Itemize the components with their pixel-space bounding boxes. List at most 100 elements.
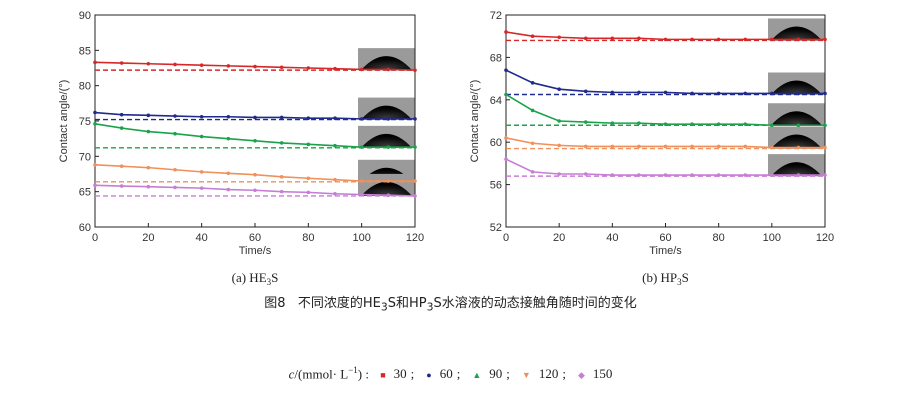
data-point bbox=[663, 37, 668, 42]
data-point bbox=[530, 34, 535, 38]
data-point bbox=[557, 35, 561, 40]
droplet-photo bbox=[358, 125, 415, 148]
data-point bbox=[146, 165, 151, 170]
legend-var: c bbox=[288, 366, 295, 382]
legend-marker: ▲ bbox=[472, 370, 482, 381]
x-tick-label: 40 bbox=[606, 232, 618, 244]
data-point bbox=[530, 170, 535, 174]
x-tick-label: 40 bbox=[196, 232, 208, 244]
droplet-photo bbox=[358, 48, 415, 71]
x-tick-label: 120 bbox=[816, 232, 834, 244]
panel-label-sub: 3 bbox=[267, 277, 272, 287]
data-point bbox=[413, 68, 417, 72]
legend-unit-close: ) : bbox=[357, 366, 369, 382]
data-point bbox=[119, 184, 124, 188]
droplet-photo bbox=[358, 173, 415, 196]
data-point bbox=[690, 37, 694, 42]
data-point bbox=[530, 141, 535, 146]
data-point bbox=[690, 173, 694, 177]
data-point bbox=[119, 61, 124, 65]
data-point bbox=[199, 186, 204, 190]
data-point bbox=[690, 91, 694, 96]
data-point bbox=[93, 110, 97, 115]
data-point bbox=[583, 172, 588, 176]
y-tick-label: 56 bbox=[490, 180, 502, 192]
data-point bbox=[823, 37, 827, 42]
data-point bbox=[743, 144, 748, 149]
x-tick-label: 80 bbox=[713, 232, 725, 244]
data-point bbox=[663, 173, 668, 177]
data-point bbox=[306, 190, 311, 195]
data-point bbox=[743, 173, 748, 177]
x-tick-label: 0 bbox=[92, 232, 98, 244]
data-point bbox=[663, 122, 668, 126]
y-tick-label: 64 bbox=[490, 95, 502, 107]
y-tick-label: 60 bbox=[79, 222, 91, 234]
y-tick-label: 70 bbox=[79, 151, 91, 163]
legend-item: ▲ 90; bbox=[468, 366, 514, 382]
data-point bbox=[173, 62, 177, 67]
data-point bbox=[583, 36, 588, 41]
data-point bbox=[637, 144, 641, 149]
data-point bbox=[716, 122, 721, 126]
x-tick-label: 60 bbox=[249, 232, 261, 244]
legend-separator: ; bbox=[506, 366, 510, 382]
series-1 bbox=[93, 60, 417, 72]
data-point bbox=[199, 114, 204, 119]
legend-label: 60 bbox=[439, 366, 453, 382]
data-point bbox=[413, 145, 417, 149]
data-point bbox=[253, 115, 257, 120]
data-point bbox=[93, 183, 97, 188]
x-tick-label: 0 bbox=[503, 232, 509, 244]
data-point bbox=[359, 179, 364, 183]
data-point bbox=[504, 30, 508, 34]
data-point bbox=[253, 64, 257, 69]
data-point bbox=[530, 108, 535, 113]
caption-sub1: 3 bbox=[380, 300, 388, 314]
legend-item: ■ 30; bbox=[376, 366, 418, 382]
legend-label: 90 bbox=[489, 366, 503, 382]
data-point bbox=[119, 164, 124, 169]
data-point bbox=[306, 66, 311, 70]
data-point bbox=[146, 113, 151, 118]
data-point bbox=[226, 64, 231, 68]
data-point bbox=[796, 37, 801, 42]
droplet-shape bbox=[771, 134, 822, 149]
data-point bbox=[333, 116, 337, 120]
data-point bbox=[253, 138, 257, 143]
series-3 bbox=[93, 122, 417, 149]
series-1 bbox=[504, 30, 827, 42]
data-point bbox=[119, 126, 124, 130]
legend-marker: ■ bbox=[380, 370, 386, 381]
data-point bbox=[333, 143, 337, 148]
legend-label: 120 bbox=[538, 366, 559, 382]
panel-label: (a) HE3S bbox=[232, 270, 279, 287]
series-5 bbox=[93, 183, 417, 198]
data-point bbox=[359, 145, 364, 149]
data-point bbox=[386, 145, 391, 149]
legend-unit-text: /(mmol· L bbox=[294, 366, 349, 382]
droplet-shape bbox=[361, 105, 412, 120]
data-point bbox=[173, 185, 177, 190]
data-point bbox=[610, 173, 615, 177]
droplet-shape bbox=[771, 80, 822, 95]
caption-text-after: S水溶液的动态接触角随时间的变化 bbox=[433, 296, 637, 311]
data-point bbox=[663, 144, 668, 149]
caption-sub2: 3 bbox=[426, 300, 434, 314]
data-point bbox=[716, 173, 721, 177]
legend-separator: ; bbox=[456, 366, 461, 382]
droplet-shape bbox=[361, 56, 412, 71]
data-point bbox=[146, 184, 151, 189]
figure-caption: 图8 不同浓度的HE3S和HP3S水溶液的动态接触角随时间的变化 bbox=[0, 292, 901, 314]
caption-text-mid: S和HP bbox=[387, 296, 427, 311]
data-point bbox=[306, 116, 311, 120]
x-tick-label: 100 bbox=[352, 232, 370, 244]
data-point bbox=[637, 90, 641, 95]
data-point bbox=[637, 36, 641, 41]
droplet-photo bbox=[768, 18, 825, 41]
droplet-shape bbox=[361, 181, 412, 196]
x-axis-label: Time/s bbox=[239, 245, 272, 257]
data-point bbox=[279, 175, 284, 179]
data-point bbox=[770, 123, 774, 128]
data-point bbox=[226, 136, 231, 141]
